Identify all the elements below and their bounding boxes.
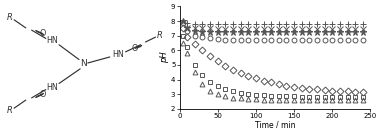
- Y-axis label: pH: pH: [161, 52, 169, 63]
- Text: R: R: [157, 31, 163, 40]
- Text: N: N: [80, 60, 87, 68]
- Text: O: O: [39, 90, 46, 99]
- Text: HN: HN: [46, 83, 58, 92]
- Text: R: R: [7, 13, 13, 22]
- Text: O: O: [132, 44, 138, 53]
- Text: R: R: [7, 106, 13, 115]
- Text: O: O: [39, 29, 46, 38]
- Text: HN: HN: [46, 36, 58, 45]
- Text: HN: HN: [112, 50, 124, 58]
- X-axis label: Time / min: Time / min: [255, 120, 295, 128]
